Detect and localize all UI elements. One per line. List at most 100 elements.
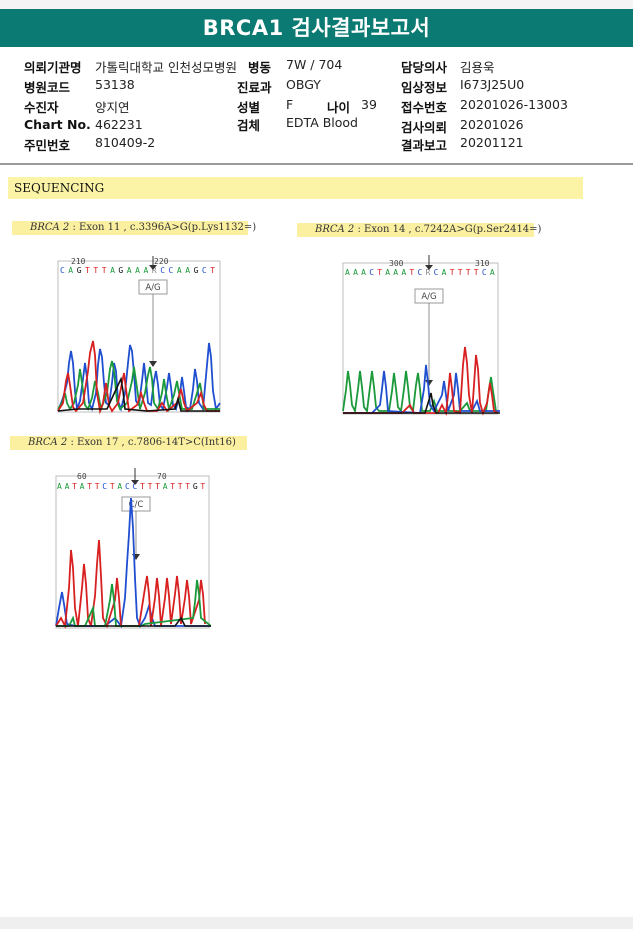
base-call: A [110,266,115,275]
base-call: G [77,266,82,275]
base-call: T [72,482,77,491]
request-date-label: 검사의뢰 [401,120,448,135]
base-call: A [144,266,149,275]
genotype-call-2: A/G [421,292,436,302]
base-call: A [185,266,190,275]
peak-marker-icon [149,361,157,367]
receipt-no-value: 20201026-13003 [460,97,568,112]
base-call: C [102,482,107,491]
chart-no-value: 462231 [95,117,143,132]
base-call: R [426,268,431,277]
variant-gene-2: BRCA 2 [315,224,355,235]
top-strip [0,0,633,9]
report-date-value: 20201121 [460,135,524,150]
request-date-value: 20201026 [460,117,524,132]
report-title: BRCA1 검사결과보고서 [0,9,633,47]
base-call: T [474,268,479,277]
base-call: G [193,482,198,491]
base-call: T [178,482,183,491]
base-call: T [102,266,107,275]
variant-label-1: BRCA 2 : Exon 11 , c.3396A>G(p.Lys1132=) [12,221,256,235]
footer-bar [0,917,633,929]
patient-label: 수진자 [24,100,59,115]
base-call: C [133,482,138,491]
specimen-value: EDTA Blood [286,115,358,130]
pos-end-3: 70 [157,472,167,481]
base-call: C [169,266,174,275]
base-call: T [450,268,455,277]
variant-gene-1: BRCA 2 [30,222,70,233]
dept-value: OBGY [286,77,321,92]
hospital-code-value: 53138 [95,77,135,92]
base-call: A [385,268,390,277]
pos-end-1: 220 [154,257,169,266]
id-no-value: 810409-2 [95,135,156,150]
receipt-no-label: 접수번호 [401,100,448,115]
variant-pointer-head [425,265,433,270]
base-call: A [80,482,85,491]
clinical-info-value: I673J25U0 [460,77,525,92]
base-call: A [393,268,398,277]
pos-start-1: 210 [71,257,86,266]
chart-no-label: Chart No. [24,117,91,132]
base-call: T [140,482,145,491]
ward-value: 7W / 704 [286,57,343,72]
base-call: C [60,266,65,275]
base-call: T [93,266,98,275]
base-call: C [418,268,423,277]
institution-value: 가톨릭대학교 인천성모병원 [95,60,237,75]
variant-label-3: BRCA 2 : Exon 17 , c.7806-14T>C(Int16) [10,436,247,450]
doctor-label: 담당의사 [401,60,448,75]
sex-value: F [286,97,294,112]
base-call: T [87,482,92,491]
base-call: T [155,482,160,491]
base-call: G [118,266,123,275]
patient-info-block: 의뢰기관명 가톨릭대학교 인천성모병원 병동 7W / 704 담당의사 김용욱… [0,53,633,163]
base-call: T [85,266,90,275]
variant-desc-3: : Exon 17 , c.7806-14T>C(Int16) [70,437,236,448]
genotype-call-3: C/C [129,500,144,510]
variant-gene-3: BRCA 2 [28,437,68,448]
variant-desc-2: : Exon 14 , c.7242A>G(p.Ser2414=) [357,224,542,235]
base-call: A [361,268,366,277]
base-call: A [127,266,132,275]
variant-desc-1: : Exon 11 , c.3396A>G(p.Lys1132=) [72,222,257,233]
variant-pointer-head [131,480,139,485]
base-call: C [434,268,439,277]
id-no-label: 주민번호 [24,138,71,153]
base-call: T [185,482,190,491]
institution-label: 의뢰기관명 [24,60,82,75]
base-call: R [152,266,157,275]
patient-value: 양지연 [95,100,130,115]
base-call: T [95,482,100,491]
pos-start-3: 60 [77,472,87,481]
base-call: A [117,482,122,491]
report-date-label: 결과보고 [401,138,448,153]
pos-end-2: 310 [475,259,490,268]
genotype-call-1: A/G [145,283,160,293]
clinical-info-label: 임상정보 [401,80,448,95]
base-call: C [482,268,487,277]
base-call: T [210,266,215,275]
base-call: C [160,266,165,275]
base-call: A [345,268,350,277]
base-call: T [377,268,382,277]
base-call: C [125,482,130,491]
hospital-code-label: 병원코드 [24,80,71,95]
base-call: A [177,266,182,275]
pos-start-2: 300 [389,259,404,268]
doctor-value: 김용욱 [460,60,495,75]
base-call: T [110,482,115,491]
base-call: A [442,268,447,277]
base-call: G [194,266,199,275]
base-call: T [409,268,414,277]
specimen-label: 검체 [237,118,261,133]
base-call: A [57,482,62,491]
base-call: A [401,268,406,277]
base-call: C [202,266,207,275]
base-call: A [490,268,495,277]
ward-label: 병동 [248,60,272,75]
